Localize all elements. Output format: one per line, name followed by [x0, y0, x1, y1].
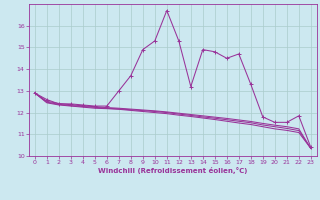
X-axis label: Windchill (Refroidissement éolien,°C): Windchill (Refroidissement éolien,°C) [98, 167, 247, 174]
